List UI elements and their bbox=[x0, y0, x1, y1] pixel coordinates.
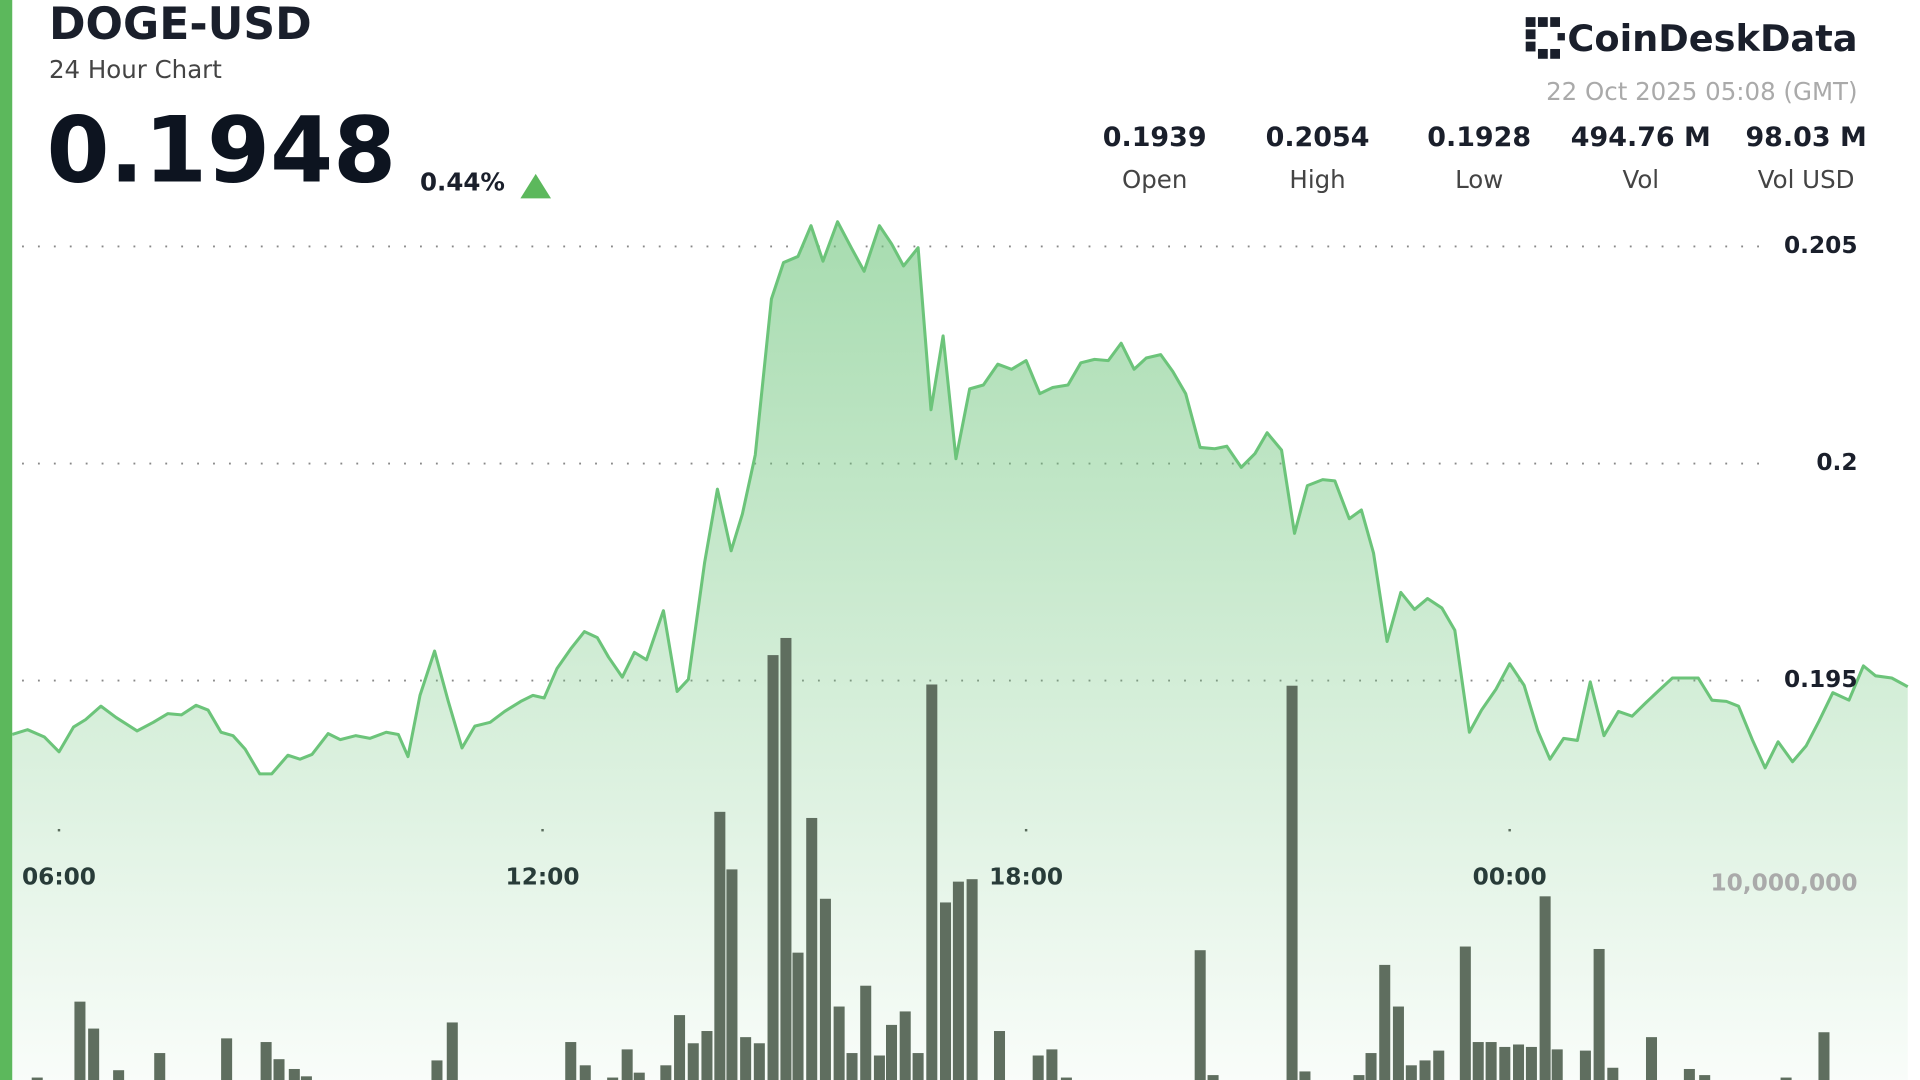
volume-bar bbox=[1299, 1071, 1311, 1080]
volume-bar bbox=[1499, 1046, 1511, 1080]
volume-bar bbox=[1286, 685, 1298, 1080]
volume-bar bbox=[1046, 1049, 1058, 1080]
brand: CoinDeskData bbox=[1567, 17, 1857, 60]
subtitle: 24 Hour Chart bbox=[49, 55, 222, 84]
volume-bar bbox=[1539, 896, 1551, 1080]
volume-bar bbox=[221, 1038, 233, 1080]
volume-bar bbox=[966, 879, 978, 1080]
volume-bar bbox=[926, 684, 938, 1080]
volume-bar bbox=[873, 1055, 885, 1080]
stat-value: 98.03 M bbox=[1745, 122, 1866, 153]
volume-bar bbox=[1818, 1032, 1830, 1080]
volume-bar bbox=[1419, 1060, 1431, 1080]
volume-bar bbox=[899, 1011, 911, 1080]
volume-bar bbox=[806, 817, 818, 1080]
stat-value: 494.76 M bbox=[1571, 122, 1711, 153]
volume-bar bbox=[1060, 1077, 1072, 1080]
volume-bar bbox=[912, 1053, 924, 1080]
volume-bar bbox=[1485, 1042, 1497, 1080]
volume-bar bbox=[1353, 1075, 1365, 1080]
stat-label: Low bbox=[1455, 165, 1503, 194]
volume-bar bbox=[1379, 964, 1391, 1080]
price: 0.1948 bbox=[47, 99, 397, 204]
volume-bar bbox=[31, 1077, 43, 1080]
volume-bar bbox=[886, 1024, 898, 1080]
stat-label: Vol USD bbox=[1758, 165, 1855, 194]
volume-bar bbox=[633, 1072, 645, 1080]
volume-bar bbox=[1551, 1049, 1563, 1080]
volume-bar bbox=[300, 1076, 312, 1080]
change: 0.44% bbox=[420, 168, 505, 197]
volume-bar bbox=[113, 1070, 125, 1080]
volume-bar bbox=[767, 655, 779, 1080]
volume-bar bbox=[1525, 1046, 1537, 1080]
y-tick-label: 0.2 bbox=[1816, 449, 1857, 476]
volume-bar bbox=[154, 1053, 166, 1080]
volume-bar bbox=[1392, 1006, 1404, 1080]
volume-bar bbox=[88, 1028, 100, 1080]
volume-bar bbox=[740, 1037, 752, 1080]
volume-bar bbox=[579, 1065, 591, 1080]
volume-bar bbox=[565, 1042, 577, 1080]
volume-bar bbox=[674, 1015, 686, 1080]
y-tick-label: 0.195 bbox=[1784, 666, 1858, 693]
volume-bar bbox=[701, 1031, 713, 1080]
stat-value: 0.1939 bbox=[1103, 122, 1207, 153]
timestamp: 22 Oct 2025 05:08 (GMT) bbox=[1546, 77, 1857, 106]
volume-bar bbox=[431, 1060, 443, 1080]
volume-bar bbox=[1683, 1068, 1695, 1080]
volume-bar bbox=[819, 898, 831, 1080]
accent-bar bbox=[0, 0, 13, 1080]
volume-bar bbox=[780, 637, 792, 1080]
stat-value: 0.1928 bbox=[1427, 122, 1531, 153]
volume-bar bbox=[993, 1031, 1006, 1080]
volume-bar bbox=[273, 1059, 285, 1080]
volume-bar bbox=[1405, 1065, 1417, 1080]
stat-label: High bbox=[1289, 165, 1345, 194]
volume-bar bbox=[1207, 1075, 1219, 1080]
volume-bar bbox=[1699, 1075, 1711, 1080]
volume-bar bbox=[1459, 946, 1471, 1080]
up-arrow bbox=[520, 173, 552, 199]
volume-bar bbox=[1593, 948, 1605, 1080]
symbol: DOGE-USD bbox=[49, 0, 312, 50]
volume-bar bbox=[1645, 1037, 1658, 1080]
stat-value: 0.2054 bbox=[1266, 122, 1370, 153]
stat-label: Vol bbox=[1623, 165, 1660, 194]
volume-bar bbox=[1780, 1077, 1792, 1080]
volume-bar bbox=[1513, 1044, 1525, 1080]
price-area bbox=[12, 221, 1908, 1080]
volume-bar bbox=[833, 1006, 845, 1080]
volume-bar bbox=[1607, 1067, 1619, 1080]
volume-bar bbox=[726, 869, 738, 1080]
brand-logo bbox=[1525, 17, 1565, 59]
volume-bar bbox=[260, 1042, 272, 1080]
volume-bar bbox=[792, 952, 804, 1080]
volume-bar bbox=[1365, 1053, 1377, 1080]
y-tick-label: 0.205 bbox=[1784, 232, 1858, 259]
volume-bar bbox=[607, 1077, 619, 1080]
volume-bar bbox=[288, 1068, 300, 1080]
volume-bar bbox=[1032, 1055, 1044, 1080]
volume-bar bbox=[1433, 1050, 1445, 1080]
stat-label: Open bbox=[1122, 165, 1187, 194]
y2-tick-label: 10,000,000 bbox=[1710, 870, 1857, 897]
volume-bar bbox=[860, 985, 872, 1080]
volume-bar bbox=[1472, 1042, 1484, 1080]
volume-bar bbox=[687, 1043, 699, 1080]
price-line bbox=[11, 220, 1909, 776]
volume-bar bbox=[621, 1049, 633, 1080]
volume-bar bbox=[846, 1053, 858, 1080]
volume-bar bbox=[660, 1065, 672, 1080]
volume-bar bbox=[446, 1022, 458, 1080]
volume-bar bbox=[1194, 950, 1206, 1080]
volume-bar bbox=[952, 881, 964, 1080]
volume-bar bbox=[714, 811, 726, 1080]
volume-bar bbox=[939, 902, 952, 1080]
volume-bar bbox=[1579, 1050, 1591, 1080]
volume-bar bbox=[74, 1001, 86, 1080]
volume-bar bbox=[753, 1043, 765, 1080]
